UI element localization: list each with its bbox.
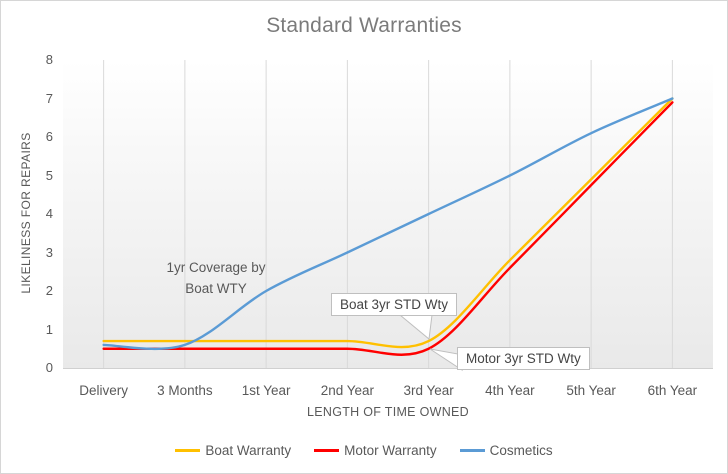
x-axis-label: 2nd Year: [320, 383, 375, 398]
y-tick-label: 7: [45, 90, 53, 106]
legend-line-swatch: [175, 449, 201, 452]
series-line-motor-warranty[interactable]: [102, 101, 674, 356]
legend-label: Cosmetics: [489, 443, 553, 458]
y-tick-label: 3: [45, 244, 53, 260]
x-axis-label: Delivery: [79, 383, 128, 398]
legend-line-swatch: [314, 449, 340, 452]
y-tick-label: 1: [45, 321, 53, 337]
x-axis-label: 6th Year: [647, 383, 698, 398]
y-tick-label: 5: [45, 167, 53, 183]
legend-label: Motor Warranty: [344, 443, 437, 458]
legend-item-boat-warranty[interactable]: Boat Warranty: [175, 442, 291, 459]
x-axis-label: 1st Year: [241, 383, 291, 398]
x-axis-title[interactable]: LENGTH OF TIME OWNED: [306, 405, 470, 419]
legend: Boat Warranty Motor Warranty Cosmetics: [1, 442, 727, 459]
legend-item-cosmetics[interactable]: Cosmetics: [459, 442, 553, 459]
x-axis-label: 3 Months: [157, 383, 213, 398]
series-line-boat-warranty[interactable]: [102, 97, 674, 349]
boat-warranty-callout[interactable]: Boat 3yr STD Wty: [331, 293, 458, 316]
legend-item-motor-warranty[interactable]: Motor Warranty: [314, 442, 437, 459]
y-tick-label: 8: [45, 52, 53, 67]
x-axis-label: 3rd Year: [403, 383, 454, 398]
coverage-annotation-line2: Boat WTY: [185, 281, 247, 296]
y-tick-label: 0: [45, 360, 53, 375]
y-tick-label: 4: [45, 206, 53, 221]
y-tick-label: 2: [45, 283, 53, 298]
plot-background: [63, 60, 713, 368]
motor-warranty-callout[interactable]: Motor 3yr STD Wty: [457, 347, 590, 370]
legend-line-swatch: [459, 449, 485, 452]
x-axis-label: 4th Year: [485, 383, 535, 398]
chart-title[interactable]: Standard Warranties: [266, 14, 462, 37]
coverage-annotation-line1: 1yr Coverage by: [166, 260, 266, 275]
x-axis-label: 5th Year: [566, 383, 616, 398]
series-line-cosmetics[interactable]: [102, 97, 674, 351]
y-tick-label: 6: [45, 129, 53, 144]
legend-label: Boat Warranty: [205, 443, 292, 458]
coverage-annotation[interactable]: 1yr Coverage by Boat WTY: [166, 257, 265, 299]
